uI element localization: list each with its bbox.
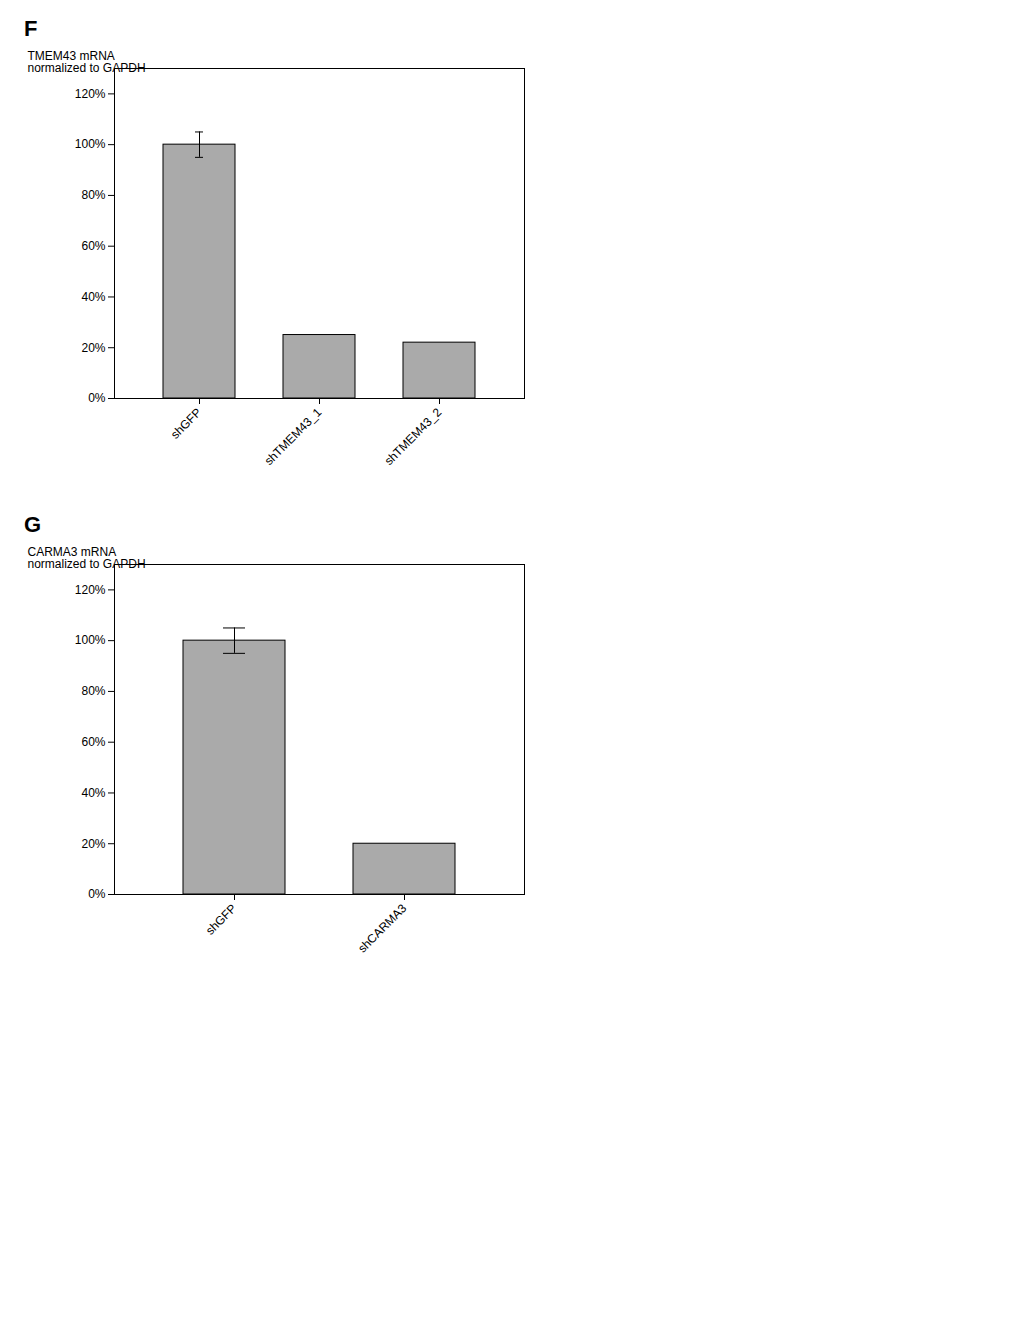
html-text:F: F — [24, 16, 38, 41]
svg-text:CARMA3 mRNAnormalized to GAPDH: CARMA3 mRNAnormalized to GAPDH — [28, 545, 146, 571]
svg-text:20%: 20% — [81, 837, 105, 851]
html-text:G: G — [24, 512, 42, 537]
svg-text:60%: 60% — [81, 735, 105, 749]
svg-text:shTMEM43_1: shTMEM43_1 — [262, 405, 325, 468]
svg-text:20%: 20% — [81, 341, 105, 355]
svg-text:80%: 80% — [81, 684, 105, 698]
svg-text:40%: 40% — [81, 290, 105, 304]
svg-text:shCARMA3: shCARMA3 — [355, 901, 409, 955]
svg-text:100%: 100% — [75, 633, 106, 647]
svg-text:0%: 0% — [88, 391, 106, 405]
svg-text:shGFP: shGFP — [168, 405, 204, 441]
svg-text:shGFP: shGFP — [203, 901, 239, 937]
svg-text:80%: 80% — [81, 188, 105, 202]
svg-text:120%: 120% — [75, 583, 106, 597]
svg-text:120%: 120% — [75, 87, 106, 101]
svg-text:shTMEM43_2: shTMEM43_2 — [382, 405, 445, 468]
svg-text:40%: 40% — [81, 786, 105, 800]
svg-text:0%: 0% — [88, 887, 106, 901]
svg-text:60%: 60% — [81, 239, 105, 253]
svg-text:TMEM43 mRNAnormalized to GAPDH: TMEM43 mRNAnormalized to GAPDH — [28, 49, 146, 75]
svg-text:100%: 100% — [75, 137, 106, 151]
